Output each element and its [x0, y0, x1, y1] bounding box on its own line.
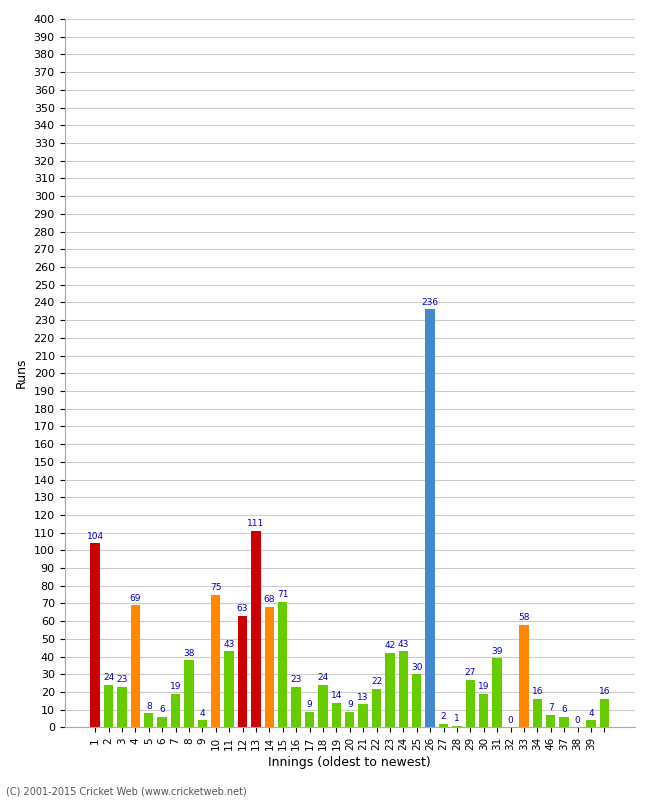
Bar	[546, 715, 556, 727]
Bar	[252, 531, 261, 727]
Bar	[479, 694, 488, 727]
Bar	[385, 653, 395, 727]
Text: 111: 111	[248, 519, 265, 528]
Text: 38: 38	[183, 649, 195, 658]
Text: 0: 0	[508, 716, 514, 725]
Text: 9: 9	[347, 700, 353, 709]
Text: 23: 23	[291, 675, 302, 684]
Bar	[332, 702, 341, 727]
Bar	[412, 674, 421, 727]
Text: 6: 6	[562, 705, 567, 714]
Text: 4: 4	[588, 709, 594, 718]
Bar	[318, 685, 328, 727]
Text: 69: 69	[129, 594, 141, 602]
Text: 1: 1	[454, 714, 460, 723]
Bar	[171, 694, 180, 727]
Text: 43: 43	[224, 640, 235, 649]
Text: 58: 58	[518, 613, 530, 622]
Text: 2: 2	[441, 712, 447, 722]
Bar	[157, 717, 167, 727]
Text: 6: 6	[159, 705, 165, 714]
Bar	[90, 543, 100, 727]
Text: 236: 236	[422, 298, 439, 307]
Y-axis label: Runs: Runs	[15, 358, 28, 389]
Bar	[144, 714, 153, 727]
Text: 13: 13	[358, 693, 369, 702]
Bar	[278, 602, 287, 727]
Bar	[305, 711, 314, 727]
Bar	[493, 658, 502, 727]
Text: 27: 27	[465, 668, 476, 677]
Text: 0: 0	[575, 716, 580, 725]
Text: 7: 7	[548, 703, 554, 713]
Bar	[372, 689, 382, 727]
Bar	[265, 607, 274, 727]
Text: 16: 16	[599, 687, 610, 697]
Text: 104: 104	[86, 532, 104, 541]
Bar	[426, 310, 435, 727]
Text: 24: 24	[103, 674, 114, 682]
Text: 16: 16	[532, 687, 543, 697]
Text: 23: 23	[116, 675, 127, 684]
Bar	[519, 625, 528, 727]
Bar	[131, 606, 140, 727]
Text: 30: 30	[411, 662, 422, 672]
Bar	[439, 724, 448, 727]
Bar	[291, 686, 301, 727]
Text: 71: 71	[277, 590, 289, 599]
Bar	[600, 699, 609, 727]
Text: 68: 68	[264, 595, 275, 604]
Bar	[533, 699, 542, 727]
Bar	[398, 651, 408, 727]
Text: 14: 14	[331, 691, 342, 700]
X-axis label: Innings (oldest to newest): Innings (oldest to newest)	[268, 756, 431, 769]
Bar	[465, 680, 475, 727]
Bar	[224, 651, 234, 727]
Bar	[184, 660, 194, 727]
Bar	[238, 616, 247, 727]
Bar	[358, 705, 368, 727]
Bar	[104, 685, 113, 727]
Text: 9: 9	[307, 700, 313, 709]
Bar	[211, 594, 220, 727]
Bar	[452, 726, 462, 727]
Bar	[560, 717, 569, 727]
Text: 19: 19	[170, 682, 181, 691]
Text: 63: 63	[237, 604, 248, 614]
Text: 19: 19	[478, 682, 489, 691]
Text: 24: 24	[317, 674, 329, 682]
Bar	[117, 686, 127, 727]
Bar	[345, 711, 354, 727]
Text: 39: 39	[491, 646, 503, 656]
Text: 8: 8	[146, 702, 151, 710]
Text: (C) 2001-2015 Cricket Web (www.cricketweb.net): (C) 2001-2015 Cricket Web (www.cricketwe…	[6, 786, 247, 796]
Text: 43: 43	[398, 640, 409, 649]
Text: 4: 4	[200, 709, 205, 718]
Text: 42: 42	[384, 642, 396, 650]
Text: 22: 22	[371, 677, 382, 686]
Text: 75: 75	[210, 583, 222, 592]
Bar	[586, 720, 595, 727]
Bar	[198, 720, 207, 727]
